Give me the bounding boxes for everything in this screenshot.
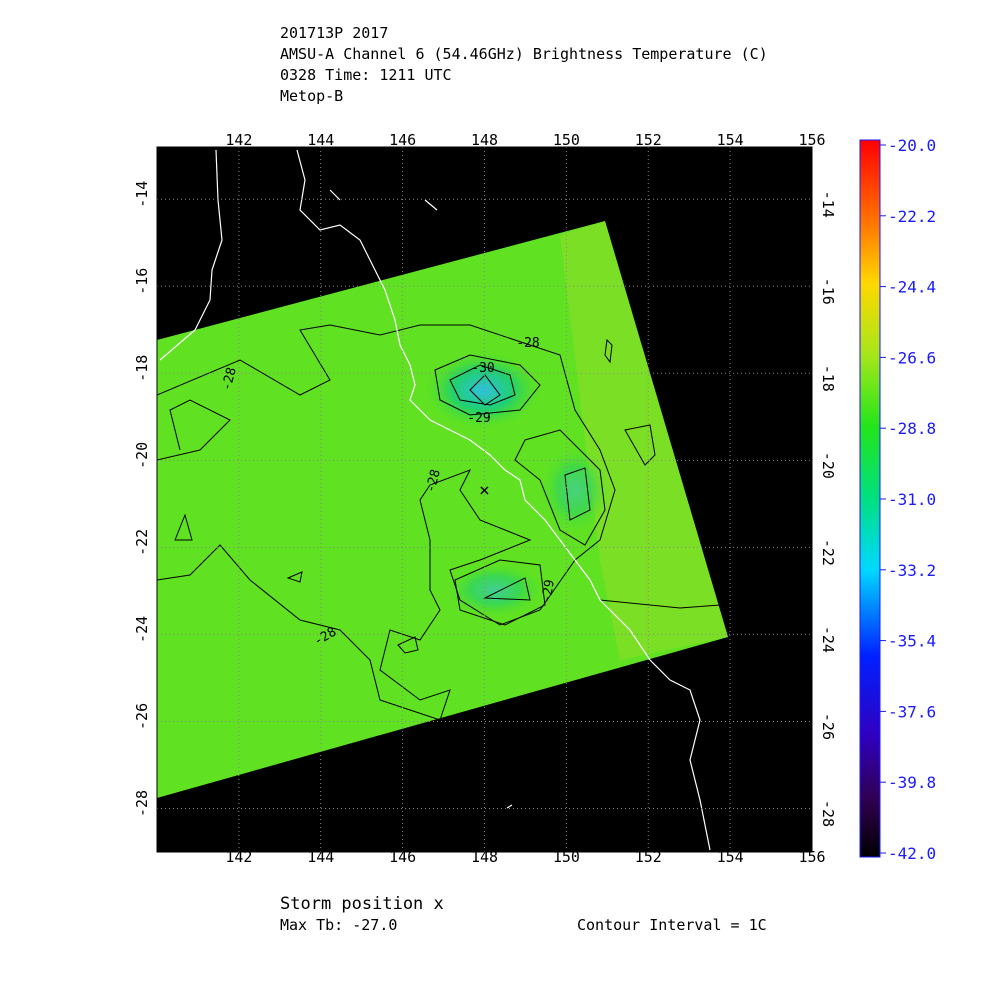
- y-tick-label: -18: [819, 365, 837, 392]
- y-tick-label: -24: [133, 616, 151, 643]
- x-tick-label: 144: [307, 131, 334, 149]
- colorbar-tick-label: -35.4: [888, 632, 936, 651]
- x-tick-label: 154: [717, 848, 744, 866]
- swath-edge: [560, 221, 728, 660]
- colorbar-tick-label: -33.2: [888, 561, 936, 580]
- x-tick-label: 142: [225, 131, 252, 149]
- x-tick-label: 150: [553, 131, 580, 149]
- y-tick-label: -16: [133, 268, 151, 295]
- y-tick-label: -26: [819, 713, 837, 740]
- y-tick-label: -14: [819, 191, 837, 218]
- colorbar-tick-label: -28.8: [888, 419, 936, 438]
- y-tick-label: -22: [133, 529, 151, 556]
- colorbar-tick-label: -31.0: [888, 490, 936, 509]
- contour-label: -28: [516, 336, 539, 351]
- colorbar-tick-label: -26.6: [888, 348, 936, 367]
- x-tick-label: 144: [307, 848, 334, 866]
- x-tick-label: 142: [225, 848, 252, 866]
- x-tick-label: 152: [635, 131, 662, 149]
- y-tick-label: -22: [819, 539, 837, 566]
- colorbar: [859, 139, 881, 858]
- contour-label: -28: [423, 468, 444, 495]
- y-tick-label: -14: [133, 181, 151, 208]
- storm-marker: ×: [479, 480, 490, 501]
- x-tick-label: 146: [389, 131, 416, 149]
- cold-region: [540, 445, 610, 535]
- colorbar-tick-label: -22.2: [888, 207, 936, 226]
- footer-text: Storm position x: [280, 894, 444, 914]
- title-line: Metop-B: [280, 87, 343, 105]
- contour-label: -29: [467, 411, 490, 426]
- title-line: 201713P 2017: [280, 24, 388, 42]
- x-tick-label: 146: [389, 848, 416, 866]
- y-tick-label: -20: [819, 452, 837, 479]
- contours: [157, 324, 721, 721]
- y-tick-label: -16: [819, 278, 837, 305]
- cold-region: [423, 350, 543, 430]
- x-tick-label: 156: [798, 848, 825, 866]
- colorbar-tick-label: -42.0: [888, 844, 936, 863]
- x-tick-label: 152: [635, 848, 662, 866]
- map: -28-30-28-28-28-29-29 ×: [157, 147, 812, 852]
- title-line: AMSU-A Channel 6 (54.46GHz) Brightness T…: [280, 45, 768, 63]
- colorbar-tick-label: -39.8: [888, 773, 936, 792]
- footer-text: Contour Interval = 1C: [577, 916, 767, 934]
- title-line: 0328 Time: 1211 UTC: [280, 66, 452, 84]
- y-tick-label: -20: [133, 442, 151, 469]
- y-tick-label: -28: [819, 800, 837, 827]
- contour-label: -30: [471, 361, 494, 376]
- map-frame: [156, 146, 813, 853]
- x-tick-label: 148: [471, 848, 498, 866]
- y-tick-label: -28: [133, 790, 151, 817]
- y-tick-label: -18: [133, 355, 151, 382]
- x-tick-label: 150: [553, 848, 580, 866]
- colorbar-tick-label: -20.0: [888, 136, 936, 155]
- x-tick-label: 148: [471, 131, 498, 149]
- footer-text: Max Tb: -27.0: [280, 916, 397, 934]
- x-tick-label: 156: [798, 131, 825, 149]
- y-tick-label: -26: [133, 703, 151, 730]
- y-tick-label: -24: [819, 626, 837, 653]
- colorbar-tick-label: -24.4: [888, 278, 936, 297]
- cold-region: [445, 562, 545, 618]
- contour-label: -29: [539, 579, 558, 605]
- coastline: [159, 149, 711, 851]
- x-tick-label: 154: [717, 131, 744, 149]
- contour-label: -28: [219, 366, 240, 393]
- colorbar-tick-label: -37.6: [888, 702, 936, 721]
